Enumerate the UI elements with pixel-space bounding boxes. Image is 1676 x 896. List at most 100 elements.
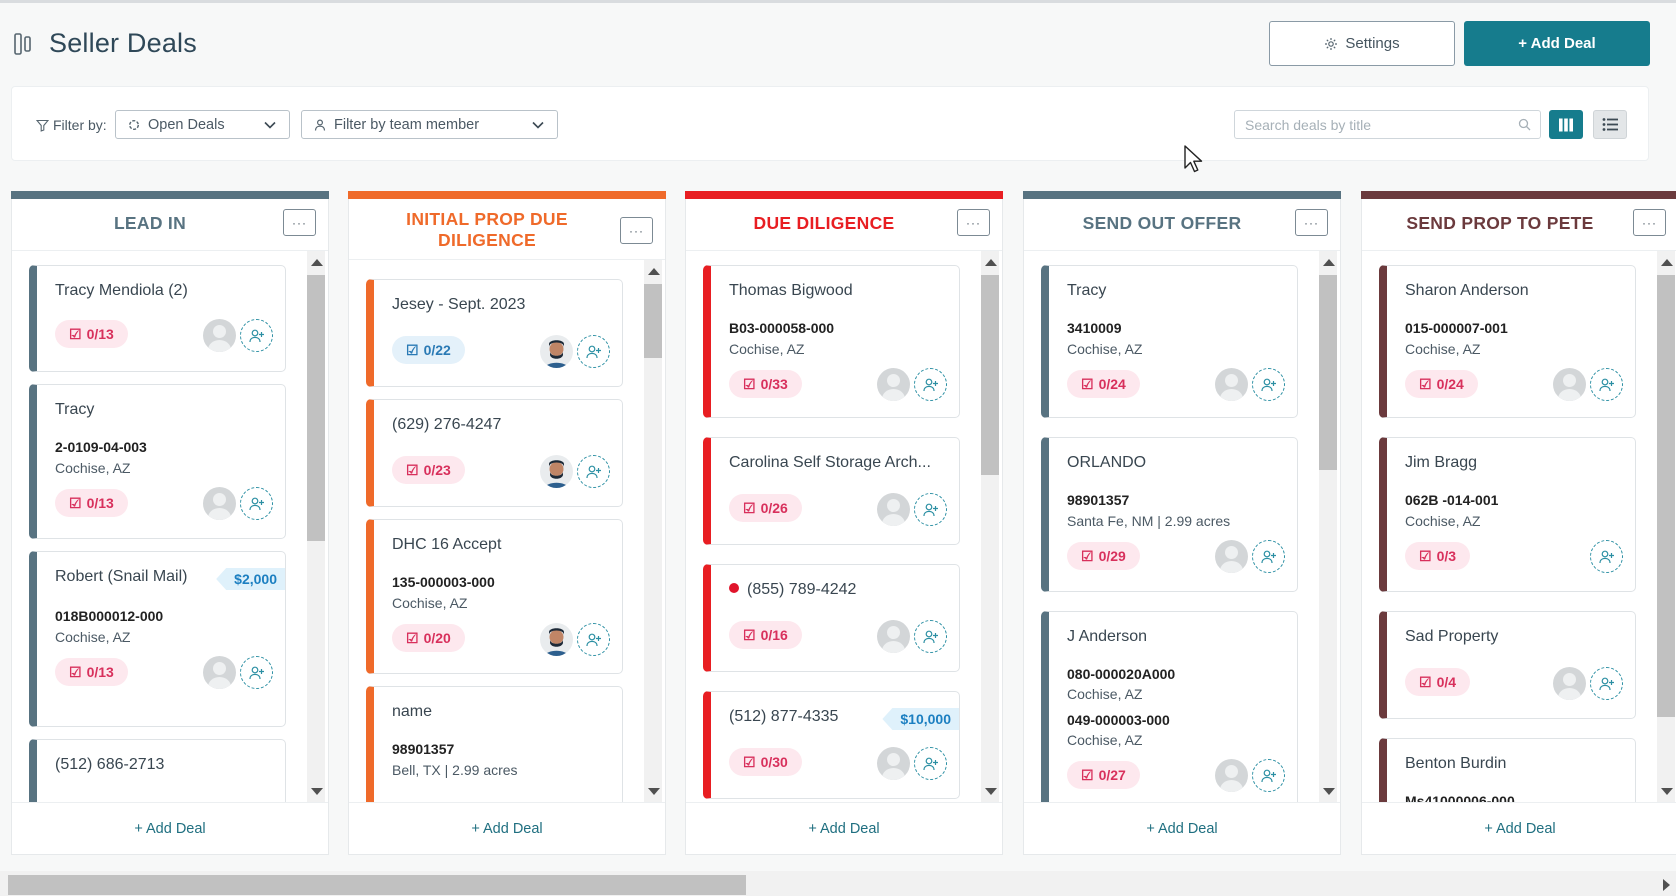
deal-card[interactable]: Carolina Self Storage Arch... ☑ 0/26 xyxy=(703,437,960,545)
add-user-icon xyxy=(248,666,264,679)
add-deal-button[interactable]: + Add Deal xyxy=(1464,21,1650,66)
deal-price-tag: $2,000 xyxy=(216,568,285,590)
deal-card[interactable]: Sharon Anderson 015-000007-001 Cochise, … xyxy=(1379,265,1636,418)
avatar xyxy=(540,335,573,368)
add-deal-link[interactable]: + Add Deal xyxy=(12,802,328,854)
task-count-badge: ☑ 0/22 xyxy=(392,336,465,364)
scrollbar-thumb[interactable] xyxy=(8,875,746,895)
column-scrollbar[interactable] xyxy=(979,251,1001,803)
task-count-badge: ☑ 0/13 xyxy=(55,658,128,686)
column-menu-button[interactable]: ··· xyxy=(1633,209,1666,236)
deal-card[interactable]: name 98901357 Bell, TX | 2.99 acres xyxy=(366,686,623,803)
checkbox-icon: ☑ xyxy=(406,461,419,478)
add-user-icon xyxy=(1598,677,1614,690)
checkbox-icon: ☑ xyxy=(743,499,756,516)
checkbox-icon: ☑ xyxy=(743,753,756,770)
assign-member-button[interactable] xyxy=(1252,540,1285,573)
deal-title: Benton Burdin xyxy=(1405,755,1507,772)
list-view-button[interactable] xyxy=(1593,110,1627,139)
assign-member-button[interactable] xyxy=(914,368,947,401)
deal-title: Carolina Self Storage Arch... xyxy=(729,454,931,471)
deal-card[interactable]: Tracy Mendiola (2) ☑ 0/13 xyxy=(29,265,286,372)
board-horizontal-scrollbar[interactable] xyxy=(0,871,1676,896)
deal-location: Cochise, AZ xyxy=(1067,341,1143,357)
column-title: SEND OUT OFFER xyxy=(1082,213,1242,233)
assign-member-button[interactable] xyxy=(577,623,610,656)
column-scrollbar[interactable] xyxy=(1655,251,1676,803)
deal-card[interactable]: Jesey - Sept. 2023 ☑ 0/22 xyxy=(366,279,623,387)
deal-card[interactable]: Thomas Bigwood B03-000058-000 Cochise, A… xyxy=(703,265,960,418)
assign-member-button[interactable] xyxy=(577,335,610,368)
assign-member-button[interactable] xyxy=(1252,759,1285,792)
assign-member-button[interactable] xyxy=(577,455,610,488)
user-icon xyxy=(314,118,326,131)
deal-card[interactable]: Sad Property ☑ 0/4 xyxy=(1379,611,1636,719)
deal-card[interactable]: Robert (Snail Mail) $2,000 018B000012-00… xyxy=(29,551,286,727)
deal-status-select[interactable]: Open Deals xyxy=(115,110,290,139)
column-scrollbar[interactable] xyxy=(642,260,664,803)
assign-member-button[interactable] xyxy=(240,656,273,689)
parcel-id: 135-000003-000 xyxy=(392,574,495,590)
search-icon xyxy=(1518,118,1531,131)
add-deal-link[interactable]: + Add Deal xyxy=(349,802,665,854)
parcel-id: Ms41000006-000 xyxy=(1405,793,1515,803)
settings-button[interactable]: Settings xyxy=(1269,21,1455,66)
search-input[interactable]: Search deals by title xyxy=(1234,110,1541,139)
avatar xyxy=(203,319,236,352)
list-icon xyxy=(1602,118,1618,131)
deal-card[interactable]: (629) 276-4247 ☑ 0/23 xyxy=(366,399,623,507)
column-scrollbar[interactable] xyxy=(1317,251,1339,803)
assign-member-button[interactable] xyxy=(1590,368,1623,401)
add-user-icon xyxy=(585,633,601,646)
deal-title: (512) 686-2713 xyxy=(55,756,165,773)
column-menu-button[interactable]: ··· xyxy=(620,217,653,244)
deal-card[interactable]: Tracy 3410009 Cochise, AZ ☑ 0/24 xyxy=(1041,265,1298,418)
add-deal-link[interactable]: + Add Deal xyxy=(1362,802,1676,854)
checkbox-icon: ☑ xyxy=(69,325,82,342)
deal-card[interactable]: Jim Bragg 062B -014-001 Cochise, AZ ☑ 0/3 xyxy=(1379,437,1636,592)
deal-card[interactable]: (855) 789-4242 ☑ 0/16 xyxy=(703,564,960,672)
deal-card[interactable]: ORLANDO 98901357 Santa Fe, NM | 2.99 acr… xyxy=(1041,437,1298,592)
scroll-right-arrow-icon[interactable] xyxy=(1663,879,1670,891)
sidebar-toggle-icon[interactable] xyxy=(14,33,34,55)
column-color-bar xyxy=(685,191,1003,199)
column-menu-button[interactable]: ··· xyxy=(283,209,316,236)
assign-member-button[interactable] xyxy=(914,493,947,526)
deal-title: Tracy xyxy=(55,401,95,418)
board-view-button[interactable] xyxy=(1549,110,1583,139)
deal-location: Cochise, AZ xyxy=(1067,732,1143,748)
search-placeholder: Search deals by title xyxy=(1245,116,1372,133)
avatar xyxy=(1553,667,1586,700)
deal-title: ORLANDO xyxy=(1067,454,1147,471)
assign-member-button[interactable] xyxy=(914,620,947,653)
column-scrollbar[interactable] xyxy=(305,251,327,803)
add-deal-link[interactable]: + Add Deal xyxy=(1024,802,1340,854)
deal-card[interactable]: J Anderson 080-000020A000 Cochise, AZ 04… xyxy=(1041,611,1298,803)
team-member-select[interactable]: Filter by team member xyxy=(301,110,558,139)
deal-card[interactable]: Tracy 2-0109-04-003 Cochise, AZ ☑ 0/13 xyxy=(29,384,286,539)
assign-member-button[interactable] xyxy=(240,487,273,520)
column-menu-button[interactable]: ··· xyxy=(1295,209,1328,236)
settings-label: Settings xyxy=(1345,35,1400,52)
filter-icon xyxy=(36,119,49,132)
assign-member-button[interactable] xyxy=(914,747,947,780)
add-deal-link[interactable]: + Add Deal xyxy=(686,802,1002,854)
assign-member-button[interactable] xyxy=(240,319,273,352)
avatar xyxy=(877,620,910,653)
deal-title: (512) 877-4335 xyxy=(729,708,839,725)
add-user-icon xyxy=(1598,378,1614,391)
deal-card[interactable]: DHC 16 Accept 135-000003-000 Cochise, AZ… xyxy=(366,519,623,674)
column-menu-button[interactable]: ··· xyxy=(957,209,990,236)
task-count-badge: ☑ 0/24 xyxy=(1067,370,1140,398)
assign-member-button[interactable] xyxy=(1252,368,1285,401)
column-card-list: Tracy 3410009 Cochise, AZ ☑ 0/24 ORLANDO … xyxy=(1024,251,1340,803)
deal-card[interactable]: (512) 686-2713 xyxy=(29,739,286,803)
assign-member-button[interactable] xyxy=(1590,667,1623,700)
add-user-icon xyxy=(1260,550,1276,563)
deal-card[interactable]: Benton Burdin Ms41000006-000 xyxy=(1379,738,1636,803)
deal-location: Santa Fe, NM | 2.99 acres xyxy=(1067,513,1231,529)
assign-member-button[interactable] xyxy=(1590,540,1623,573)
user-photo-icon xyxy=(545,628,568,656)
chevron-down-icon xyxy=(532,121,544,129)
deal-card[interactable]: (512) 877-4335 $10,000 ☑ 0/30 xyxy=(703,691,960,799)
